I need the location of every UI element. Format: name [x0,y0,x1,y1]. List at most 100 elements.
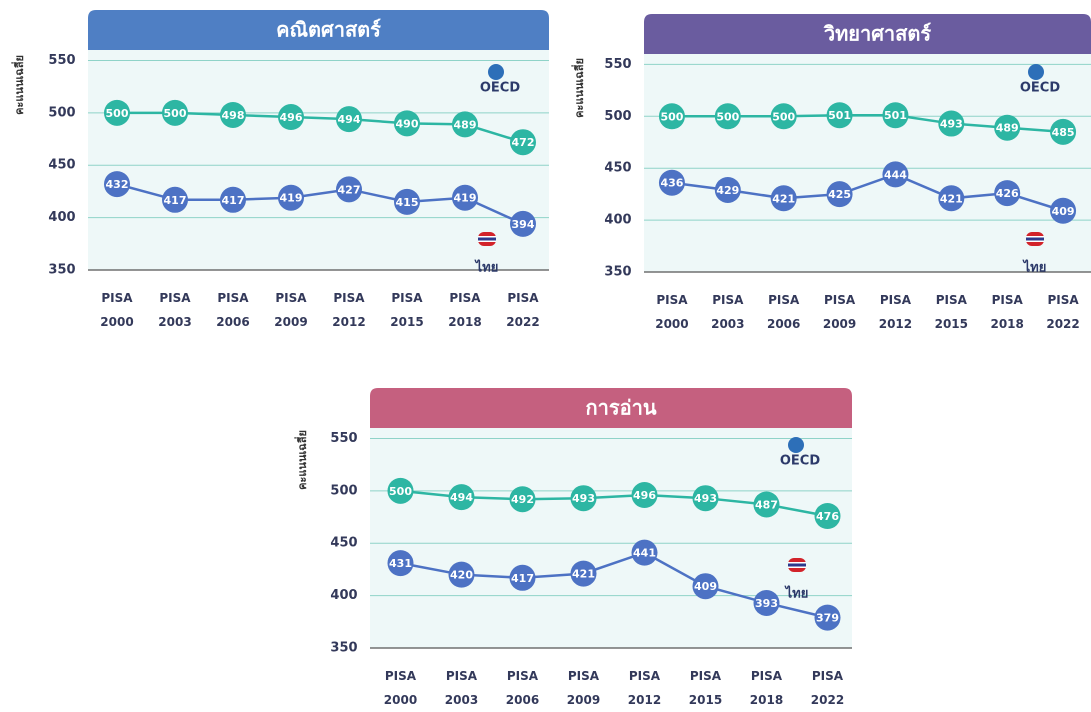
data-label: 494 [338,113,361,126]
point [938,110,965,137]
oecd-icon [1028,64,1044,80]
point [1050,118,1077,145]
data-label: 501 [884,109,907,122]
point [220,186,246,213]
point [387,477,414,504]
x-tick-label: PISA 2009 [566,669,601,707]
point [1050,197,1077,224]
point [509,486,536,513]
legend-label: ไทย [784,585,809,602]
point [826,102,853,129]
y-axis-label: คะแนนเฉลี่ย [11,55,26,115]
data-label: 492 [511,493,534,506]
y-tick-label: 400 [330,588,357,603]
point [510,210,536,237]
point [631,482,658,509]
data-label: 489 [996,122,1019,135]
data-label: 485 [1052,126,1075,139]
data-label: 436 [660,177,683,190]
point [162,186,188,213]
data-label: 493 [940,118,963,131]
x-tick-label: PISA 2006 [505,669,540,707]
data-label: 441 [633,547,656,560]
point [714,176,741,203]
legend-label: OECD [1020,81,1060,96]
point [336,176,362,203]
y-tick-label: 350 [330,641,357,656]
data-label: 379 [816,612,839,625]
y-tick-label: 350 [48,263,75,278]
x-tick-label: PISA 2012 [627,669,662,707]
x-tick-label: PISA 2015 [390,291,424,329]
x-tick-label: PISA 2012 [878,293,913,331]
data-label: 500 [106,107,129,120]
data-label: 500 [660,110,683,123]
data-label: 501 [828,109,851,122]
point [692,485,719,512]
x-tick-label: PISA 2022 [1046,293,1080,331]
y-tick-label: 450 [48,158,75,173]
x-tick-label: PISA 2022 [506,291,540,329]
point [509,564,536,591]
x-tick-label: PISA 2015 [934,293,969,331]
legend-label: OECD [480,81,520,96]
point [452,111,478,138]
data-label: 415 [396,196,419,209]
data-label: 426 [996,187,1019,200]
x-tick-label: PISA 2000 [383,669,418,707]
y-tick-label: 450 [330,536,357,551]
point [631,539,658,566]
data-label: 417 [164,194,187,207]
point [753,589,780,616]
y-tick-label: 400 [604,213,631,228]
point [814,503,841,529]
point [104,99,130,126]
y-tick-label: 550 [48,53,75,68]
point [336,106,362,133]
data-label: 417 [222,194,245,207]
x-tick-label: PISA 2018 [990,293,1024,331]
x-tick-label: PISA 2003 [711,293,745,331]
x-tick-label: PISA 2009 [274,291,308,329]
data-label: 421 [572,568,595,581]
data-label: 409 [1052,205,1075,218]
header [370,388,852,428]
point [162,99,188,126]
x-tick-label: PISA 2009 [822,293,857,331]
data-label: 476 [816,510,839,523]
x-tick-label: PISA 2018 [448,291,482,329]
data-label: 494 [450,491,473,504]
header [88,10,549,50]
data-label: 427 [338,183,361,196]
point [658,103,685,130]
data-label: 444 [884,168,907,181]
data-label: 393 [755,597,778,610]
point [394,110,420,137]
data-label: 496 [280,111,303,124]
point [278,104,304,131]
point [570,485,597,512]
y-tick-label: 450 [604,161,631,176]
chart-title: คณิตศาสตร์ [276,18,381,42]
point [770,185,797,212]
y-tick-label: 400 [48,210,75,225]
x-tick-label: PISA 2000 [100,291,134,329]
point [692,573,719,600]
y-axis-label: คะแนนเฉลี่ย [294,430,309,490]
point [882,102,909,129]
data-label: 419 [280,192,303,205]
data-label: 409 [694,580,717,593]
data-label: 472 [512,136,535,149]
x-tick-label: PISA 2003 [444,669,479,707]
flag-blue [788,563,806,567]
data-label: 500 [716,110,739,123]
point [570,560,597,587]
data-label: 500 [164,107,187,120]
point [994,180,1021,207]
point [882,161,909,188]
point [510,129,536,156]
data-label: 489 [454,118,477,131]
x-tick-label: PISA 2006 [766,293,801,331]
point [714,103,741,130]
